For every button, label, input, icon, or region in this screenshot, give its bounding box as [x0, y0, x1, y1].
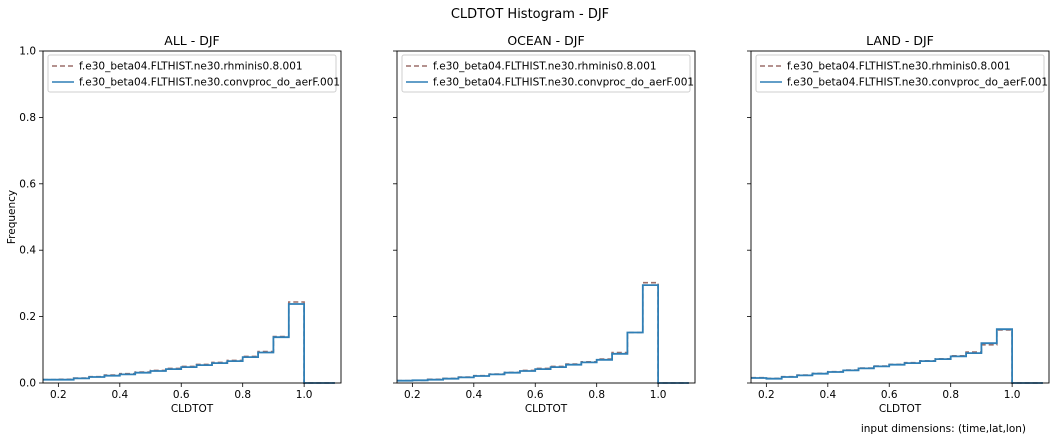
x-tick-label: 0.2	[50, 389, 67, 401]
x-tick-label: 0.6	[527, 389, 544, 401]
x-tick-label: 0.8	[588, 389, 605, 401]
x-axis-label: CLDTOT	[525, 403, 568, 415]
y-tick-label: 0.8	[19, 112, 36, 124]
series-line-1	[43, 301, 335, 384]
y-tick-label: 1.0	[19, 46, 36, 58]
panel-title: OCEAN - DJF	[507, 33, 584, 48]
legend-label: f.e30_beta04.FLTHIST.ne30.rhminis0.8.001	[433, 61, 657, 73]
x-tick-label: 0.6	[881, 389, 898, 401]
figure-suptitle: CLDTOT Histogram - DJF	[451, 7, 609, 22]
legend-label: f.e30_beta04.FLTHIST.ne30.rhminis0.8.001	[787, 61, 1011, 73]
legend-box	[47, 54, 337, 93]
legend-label: f.e30_beta04.FLTHIST.ne30.convproc_do_ae…	[433, 77, 694, 89]
x-tick-label: 0.2	[758, 389, 775, 401]
x-axis-label: CLDTOT	[171, 403, 214, 415]
x-tick-label: 0.6	[173, 389, 190, 401]
input-dimensions-note: input dimensions: (time,lat,lon)	[861, 423, 1026, 435]
panel-title: LAND - DJF	[866, 33, 934, 48]
y-tick-label: 0.2	[19, 311, 36, 323]
series-line-2	[43, 303, 335, 384]
panels-group: 0.2 0.4 0.6 0.8 1.0 0.0 0.2 0.4 0.6 0.8 1.0 ALL - D…	[6, 33, 1050, 415]
legend-label: f.e30_beta04.FLTHIST.ne30.convproc_do_ae…	[79, 77, 340, 89]
legend-label: f.e30_beta04.FLTHIST.ne30.convproc_do_ae…	[787, 77, 1048, 89]
axes-frame	[396, 50, 696, 384]
x-tick-label: 1.0	[1004, 389, 1021, 401]
series-line-1	[397, 281, 689, 384]
axes-frame	[750, 50, 1050, 384]
panel-1: 0.2 0.4 0.6 0.8 1.0 0.0 0.2 0.4 0.6 0.8 1.0 ALL - D…	[6, 33, 342, 415]
x-axis-label: CLDTOT	[879, 403, 922, 415]
panel-2: 0.2 0.4 0.6 0.8 1.0 OCEAN - DJF CLDTOT f.e30_be…	[393, 33, 696, 415]
axes-frame	[42, 50, 342, 384]
x-tick-label: 0.2	[404, 389, 421, 401]
x-tick-label: 1.0	[650, 389, 667, 401]
y-tick-label: 0.0	[19, 378, 36, 390]
x-tick-label: 0.4	[465, 389, 482, 401]
panel-title: ALL - DJF	[164, 33, 219, 48]
series-line-2	[397, 284, 689, 384]
x-tick-label: 0.8	[942, 389, 959, 401]
x-tick-label: 0.4	[111, 389, 128, 401]
legend-box	[755, 54, 1045, 93]
legend-box	[401, 54, 691, 93]
x-tick-label: 0.8	[234, 389, 251, 401]
x-tick-label: 1.0	[296, 389, 313, 401]
y-tick-label: 0.4	[19, 245, 36, 257]
x-tick-label: 0.4	[819, 389, 836, 401]
panel-3: 0.2 0.4 0.6 0.8 1.0 LAND - DJF CLDTOT f.e30_bet…	[747, 33, 1050, 415]
y-tick-label: 0.6	[19, 178, 36, 190]
y-axis-label: Frequency	[6, 190, 18, 244]
legend-label: f.e30_beta04.FLTHIST.ne30.rhminis0.8.001	[79, 61, 303, 73]
series-line-1	[751, 329, 1043, 384]
series-line-2	[751, 328, 1043, 384]
